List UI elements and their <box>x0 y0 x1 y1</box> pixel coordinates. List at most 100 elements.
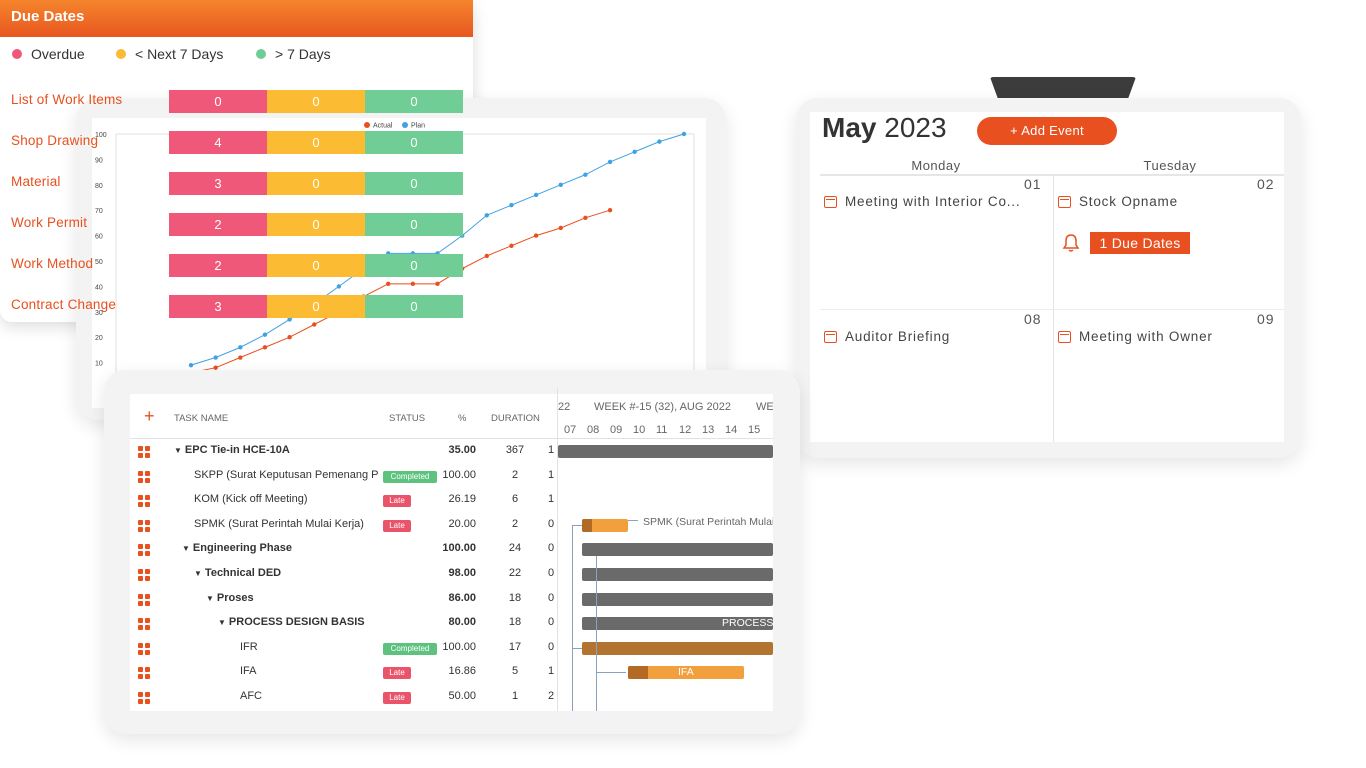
data-point <box>509 243 514 248</box>
due-category-label[interactable]: Material <box>11 174 61 189</box>
due-count-next7[interactable]: 0 <box>267 254 365 277</box>
caret-down-icon[interactable]: ▼ <box>218 618 226 628</box>
calendar-icon <box>824 195 837 208</box>
due-category-label[interactable]: Work Permit <box>11 215 88 230</box>
y-tick-label: 80 <box>95 183 103 190</box>
calendar-icon <box>824 330 837 343</box>
data-point <box>386 281 391 287</box>
task-row[interactable]: SKPP (Surat Keputusan Pemenang Pe Complet… <box>130 464 558 489</box>
task-row[interactable]: ▼ Proses 86.00 18 0 <box>130 587 558 612</box>
gantt-bar[interactable]: IFA <box>628 666 744 680</box>
task-row[interactable]: ▼ PROCESS DESIGN BASIS 80.00 18 0 <box>130 611 558 636</box>
data-point <box>533 192 539 198</box>
drag-handle-icon[interactable] <box>138 667 150 680</box>
due-count-next7[interactable]: 0 <box>267 131 365 154</box>
task-percent: 100.00 <box>442 468 476 481</box>
due-count-overdue[interactable]: 2 <box>169 213 267 236</box>
gantt-bar[interactable]: PROCESS <box>582 617 773 631</box>
timeline-day: 08 <box>587 424 600 436</box>
gantt-bar[interactable] <box>582 543 773 557</box>
due-count-later[interactable]: 0 <box>365 254 463 277</box>
gantt-bar[interactable] <box>558 445 773 458</box>
task-name: AFC <box>240 690 262 702</box>
due-dates-badge[interactable]: 1 Due Dates <box>1090 232 1190 254</box>
gantt-bar[interactable] <box>582 518 628 532</box>
task-row[interactable]: ▼ Engineering Phase 100.00 24 0 <box>130 537 558 562</box>
bar-label: IFA <box>678 666 694 679</box>
due-count-next7[interactable]: 0 <box>267 295 365 318</box>
task-name: KOM (Kick off Meeting) <box>194 493 308 506</box>
task-row[interactable]: KOM (Kick off Meeting) Late 26.19 6 1 <box>130 488 558 513</box>
drag-handle-icon[interactable] <box>138 544 150 557</box>
due-count-later[interactable]: 0 <box>365 172 463 195</box>
y-tick-label: 40 <box>95 284 103 291</box>
due-count-overdue[interactable]: 3 <box>169 295 267 318</box>
due-count-overdue[interactable]: 2 <box>169 254 267 277</box>
due-count-overdue[interactable]: 0 <box>169 90 267 113</box>
y-tick-label: 30 <box>95 310 103 317</box>
due-category-label[interactable]: List of Work Items <box>11 92 123 107</box>
calendar-event[interactable]: Meeting with Interior Co... <box>824 194 1020 209</box>
task-name: ▼ Proses <box>206 591 254 604</box>
dependency-line <box>596 556 597 711</box>
task-duration: 18 <box>508 616 522 629</box>
dependency-line <box>628 519 638 521</box>
drag-handle-icon[interactable] <box>138 470 150 483</box>
due-count-overdue[interactable]: 4 <box>169 131 267 154</box>
drag-handle-icon[interactable] <box>138 593 150 606</box>
timeline-week: WEEK #-15 (32), AUG 2022 <box>594 401 731 413</box>
task-row[interactable]: AFC Late 50.00 1 2 <box>130 685 558 710</box>
calendar-event[interactable]: Meeting with Owner <box>1058 329 1213 344</box>
calendar-event[interactable]: Auditor Briefing <box>824 329 950 344</box>
due-category-label[interactable]: Contract Change <box>11 297 117 312</box>
due-dates-title: Due Dates <box>0 0 473 37</box>
due-count-later[interactable]: 0 <box>365 295 463 318</box>
task-duration: 367 <box>505 444 525 456</box>
event-title: Stock Opname <box>1079 194 1178 209</box>
drag-handle-icon[interactable] <box>138 569 150 581</box>
day-number: 09 <box>1257 311 1275 327</box>
caret-down-icon[interactable]: ▼ <box>206 593 214 603</box>
task-row[interactable]: ▼ Technical DED 98.00 22 0 <box>130 562 558 587</box>
task-percent: 80.00 <box>448 616 476 629</box>
data-point <box>509 202 514 208</box>
drag-handle-icon[interactable] <box>138 642 150 655</box>
y-tick-label: 100 <box>95 132 107 139</box>
due-count-later[interactable]: 0 <box>365 90 463 113</box>
due-count-next7[interactable]: 0 <box>267 172 365 195</box>
drag-handle-icon[interactable] <box>138 446 150 458</box>
task-row[interactable]: SPMK (Surat Perintah Mulai Kerja) Late 20.… <box>130 513 558 538</box>
legend-label: < Next 7 Days <box>135 46 224 62</box>
due-category-label[interactable]: Work Method <box>11 256 94 271</box>
gantt-bar[interactable] <box>582 568 773 581</box>
status-badge: Late <box>383 667 411 680</box>
add-event-button[interactable]: + Add Event <box>977 117 1117 145</box>
gantt-bar[interactable] <box>582 592 773 606</box>
caret-down-icon[interactable]: ▼ <box>182 544 190 554</box>
task-name: ▼ EPC Tie-in HCE-10A <box>174 444 290 456</box>
due-count-later[interactable]: 0 <box>365 213 463 236</box>
due-count-next7[interactable]: 0 <box>267 213 365 236</box>
legend-overdue: Overdue <box>12 46 85 62</box>
caret-down-icon[interactable]: ▼ <box>194 569 202 578</box>
due-category-label[interactable]: Shop Drawing <box>11 133 99 148</box>
due-count-next7[interactable]: 0 <box>267 90 365 113</box>
due-count-overdue[interactable]: 3 <box>169 172 267 195</box>
task-row[interactable]: IFR Completed 100.00 17 0 <box>130 636 558 661</box>
caret-down-icon[interactable]: ▼ <box>174 446 182 455</box>
drag-handle-icon[interactable] <box>138 495 150 508</box>
drag-handle-icon[interactable] <box>138 692 150 704</box>
gantt-bar[interactable] <box>582 641 773 655</box>
drag-handle-icon[interactable] <box>138 618 150 631</box>
task-row[interactable]: ▼ EPC Tie-in HCE-10A 35.00 367 1 <box>130 439 558 464</box>
data-point <box>238 355 243 360</box>
status-badge: Completed <box>383 642 437 655</box>
bar-label: PROCESS <box>722 617 773 630</box>
add-task-button[interactable]: + <box>144 406 155 426</box>
bar-progress <box>582 518 592 532</box>
calendar-event[interactable]: Stock Opname <box>1058 194 1178 209</box>
legend-label: Overdue <box>31 46 85 62</box>
due-count-later[interactable]: 0 <box>365 131 463 154</box>
drag-handle-icon[interactable] <box>138 519 150 532</box>
task-row[interactable]: IFA Late 16.86 5 1 <box>130 660 558 685</box>
